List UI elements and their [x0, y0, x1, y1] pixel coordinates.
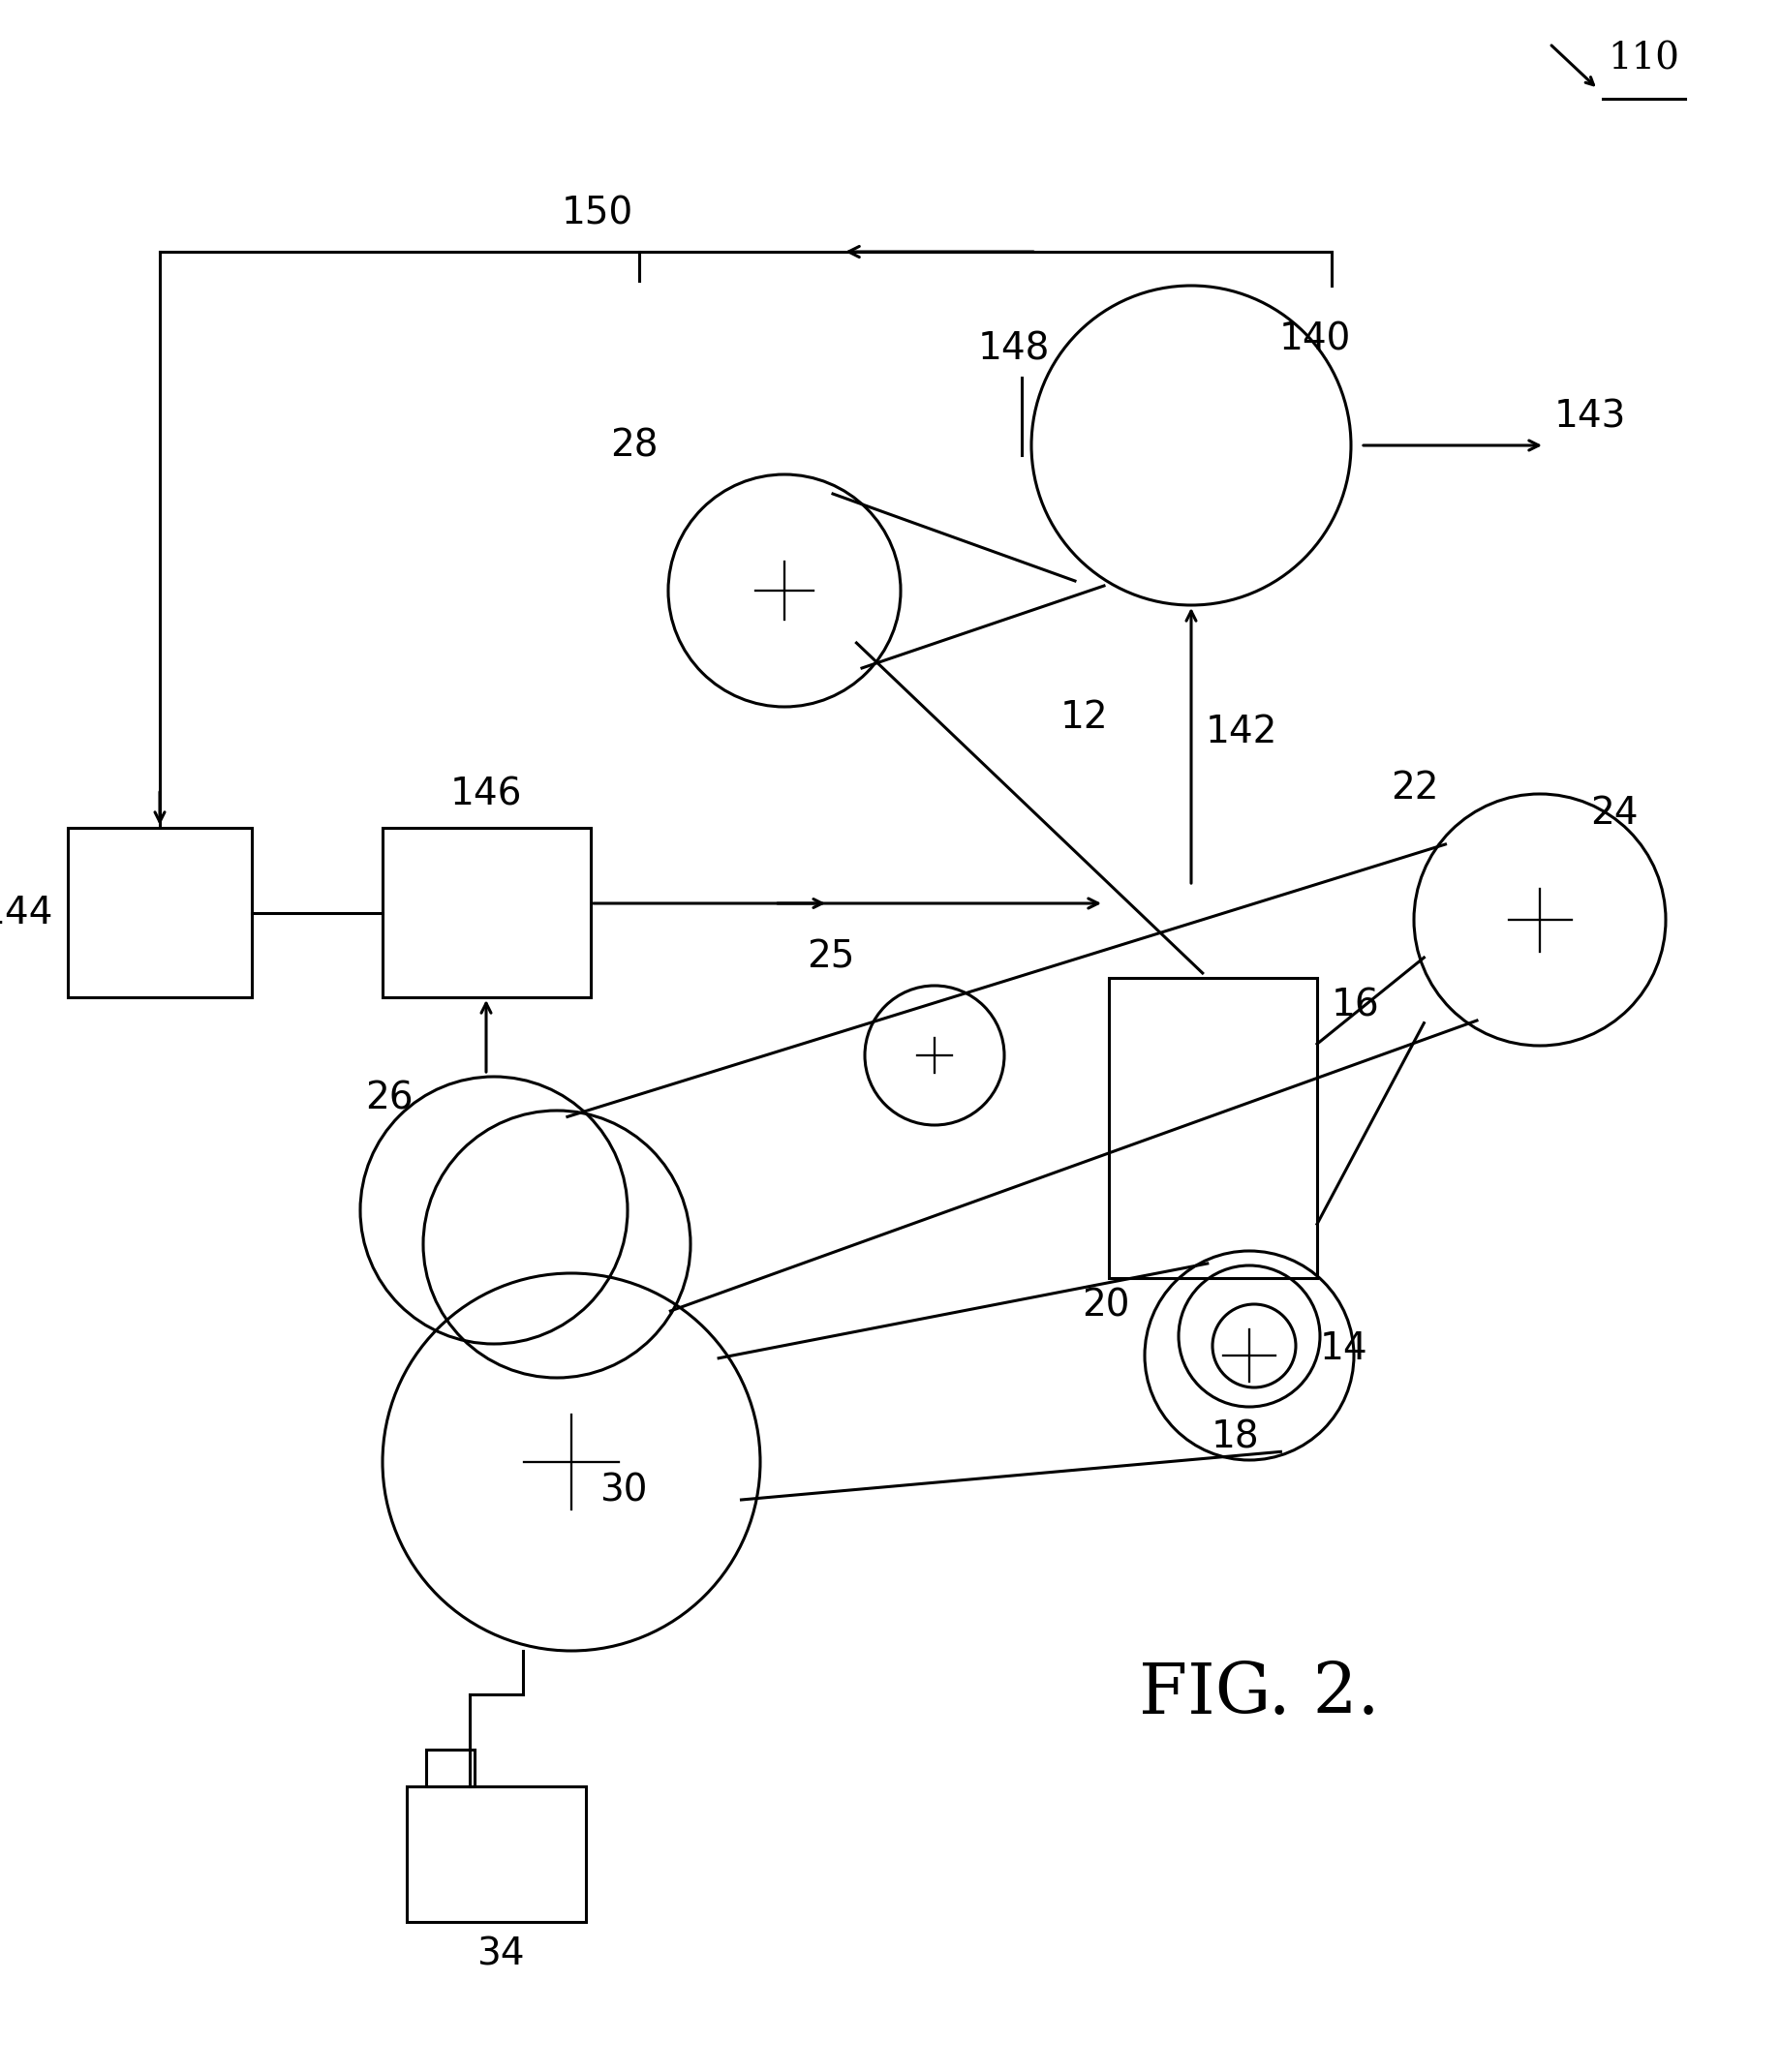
Bar [1109, 978, 1317, 1278]
Text: 146: 146 [450, 777, 522, 814]
Text: 30: 30 [600, 1473, 648, 1508]
Text: 24: 24 [1590, 796, 1638, 831]
Text: FIG. 2.: FIG. 2. [1139, 1660, 1380, 1728]
Text: 150: 150 [562, 195, 634, 232]
Text: 12: 12 [1061, 698, 1109, 736]
Text: 28: 28 [611, 429, 659, 464]
Text: 148: 148 [979, 332, 1050, 369]
Text: 18: 18 [1210, 1419, 1258, 1455]
Bar [68, 829, 251, 997]
Text: 110: 110 [1607, 41, 1679, 77]
Text: 25: 25 [808, 939, 854, 976]
Text: 140: 140 [1280, 321, 1351, 358]
Text: 34: 34 [477, 1937, 525, 1973]
Text: 142: 142 [1205, 713, 1278, 750]
Text: 22: 22 [1392, 769, 1438, 806]
Text: 143: 143 [1554, 400, 1627, 435]
Text: 26: 26 [365, 1080, 413, 1117]
Bar [425, 1749, 475, 1786]
Text: 14: 14 [1321, 1330, 1369, 1368]
Bar [383, 829, 591, 997]
Text: 16: 16 [1331, 988, 1380, 1024]
Text: 144: 144 [0, 895, 53, 932]
Bar [408, 1786, 586, 1923]
Text: 20: 20 [1082, 1287, 1130, 1324]
